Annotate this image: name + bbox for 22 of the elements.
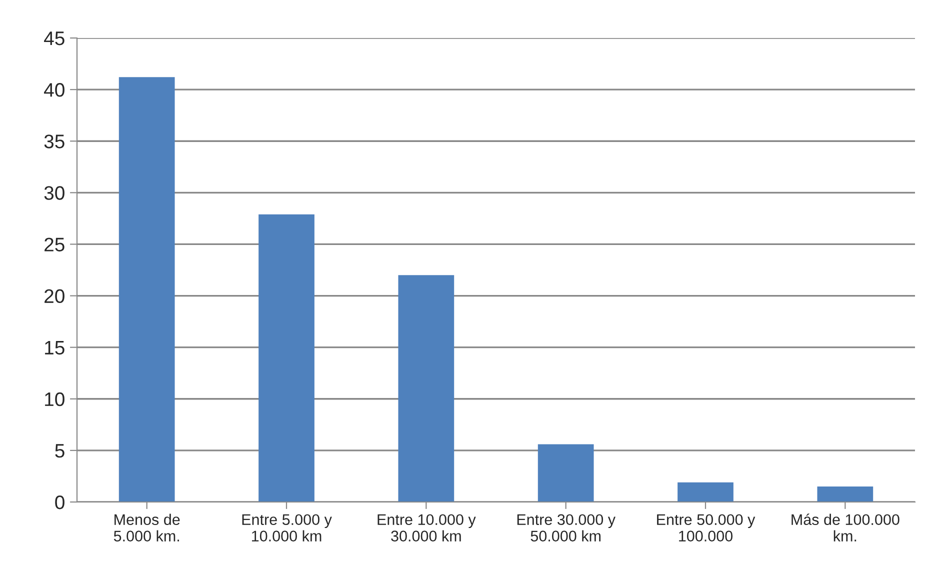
bar [118, 77, 175, 502]
y-tick-label: 40 [44, 83, 64, 97]
bar [258, 214, 314, 502]
y-tick-label: 20 [44, 289, 64, 304]
y-tick-label: 5 [55, 444, 64, 458]
y-tick-label: 0 [55, 495, 64, 510]
x-tick-label: Entre 5.000 y 10.000 km [242, 514, 332, 542]
y-tick-label: 10 [45, 392, 64, 406]
bar [817, 486, 874, 502]
y-tick-label: 30 [44, 186, 64, 200]
bar [398, 275, 454, 502]
x-tick-label: Entre 30.000 y 50.000 km [517, 514, 616, 542]
x-tick-label: Entre 50.000 y 100.000 [657, 514, 756, 542]
y-tick-label: 15 [45, 341, 64, 355]
bar [678, 482, 734, 502]
y-tick-label: 35 [44, 134, 64, 148]
x-tick-label: Entre 10.000 y 30.000 km [378, 514, 476, 542]
y-tick-label: 25 [44, 238, 64, 252]
bar [538, 444, 594, 502]
x-tick-label: Más de 100.000 km. [792, 514, 900, 542]
y-tick-label: 45 [44, 32, 64, 46]
x-tick-label: Menos de 5.000 km. [114, 514, 180, 542]
